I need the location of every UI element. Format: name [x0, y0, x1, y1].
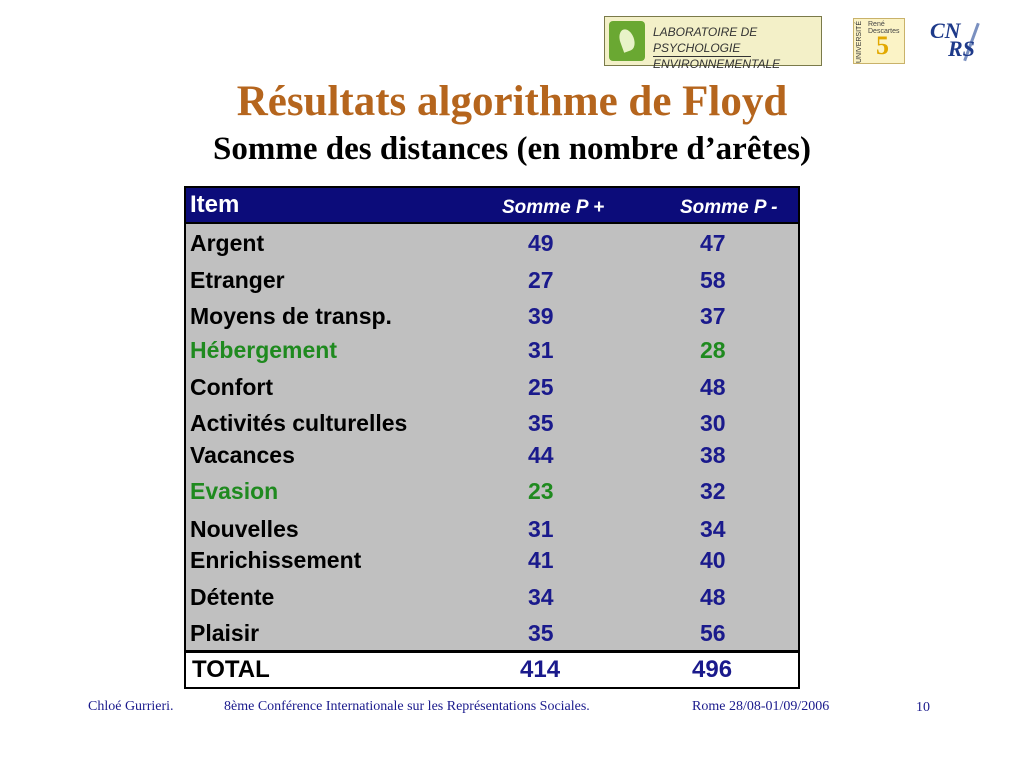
table-header: Item Somme P + Somme P -	[186, 188, 798, 224]
table-row: Etranger 27 58	[190, 267, 726, 293]
page-number: 10	[916, 700, 930, 715]
lab-logo-line	[653, 56, 751, 57]
total-label: TOTAL	[192, 656, 270, 683]
table-row: Activités culturelles 35 30	[190, 410, 726, 436]
lab-logo-text: LABORATOIRE DE PSYCHOLOGIE ENVIRONNEMENT…	[653, 25, 781, 71]
total-minus: 496	[692, 656, 733, 683]
table-body: Argent 49 47 Etranger 27 58 Moyens de tr…	[186, 224, 798, 648]
header-item: Item	[190, 191, 240, 218]
results-table: Item Somme P + Somme P - Argent 49 47 Et…	[184, 186, 800, 689]
leaf-icon	[609, 21, 645, 61]
table-row: Moyens de transp. 39 37	[190, 303, 726, 329]
cnrs-logo: CN RS	[930, 18, 990, 68]
table-row: Hébergement 31 28	[190, 337, 726, 363]
table-row: Vacances 44 38	[190, 442, 726, 468]
table-row: Confort 25 48	[190, 374, 726, 400]
slide-subtitle: Somme des distances (en nombre d’arêtes)	[213, 131, 811, 167]
table-row: Argent 49 47	[190, 230, 726, 256]
footer-conference: 8ème Conférence Internationale sur les R…	[224, 699, 590, 714]
total-plus: 414	[520, 656, 561, 683]
table-row: Evasion 23 32	[190, 478, 726, 504]
lab-logo: LABORATOIRE DE PSYCHOLOGIE ENVIRONNEMENT…	[604, 16, 822, 71]
slide-title: Résultats algorithme de Floyd	[236, 78, 788, 125]
footer-place-date: Rome 28/08-01/09/2006	[692, 699, 830, 714]
table-row: Détente 34 48	[190, 584, 726, 610]
table-row: Nouvelles 31 34	[190, 516, 726, 542]
header-somme-minus: Somme P -	[680, 197, 778, 218]
table-row: Plaisir 35 56	[190, 620, 726, 646]
footer-author: Chloé Gurrieri.	[88, 699, 174, 714]
university-logo: UNIVERSITÉ René Descartes 5	[853, 18, 905, 64]
table-total-row: TOTAL 414 496	[186, 650, 798, 687]
header-somme-plus: Somme P +	[502, 197, 605, 218]
table-row: Enrichissement 41 40	[190, 547, 726, 573]
